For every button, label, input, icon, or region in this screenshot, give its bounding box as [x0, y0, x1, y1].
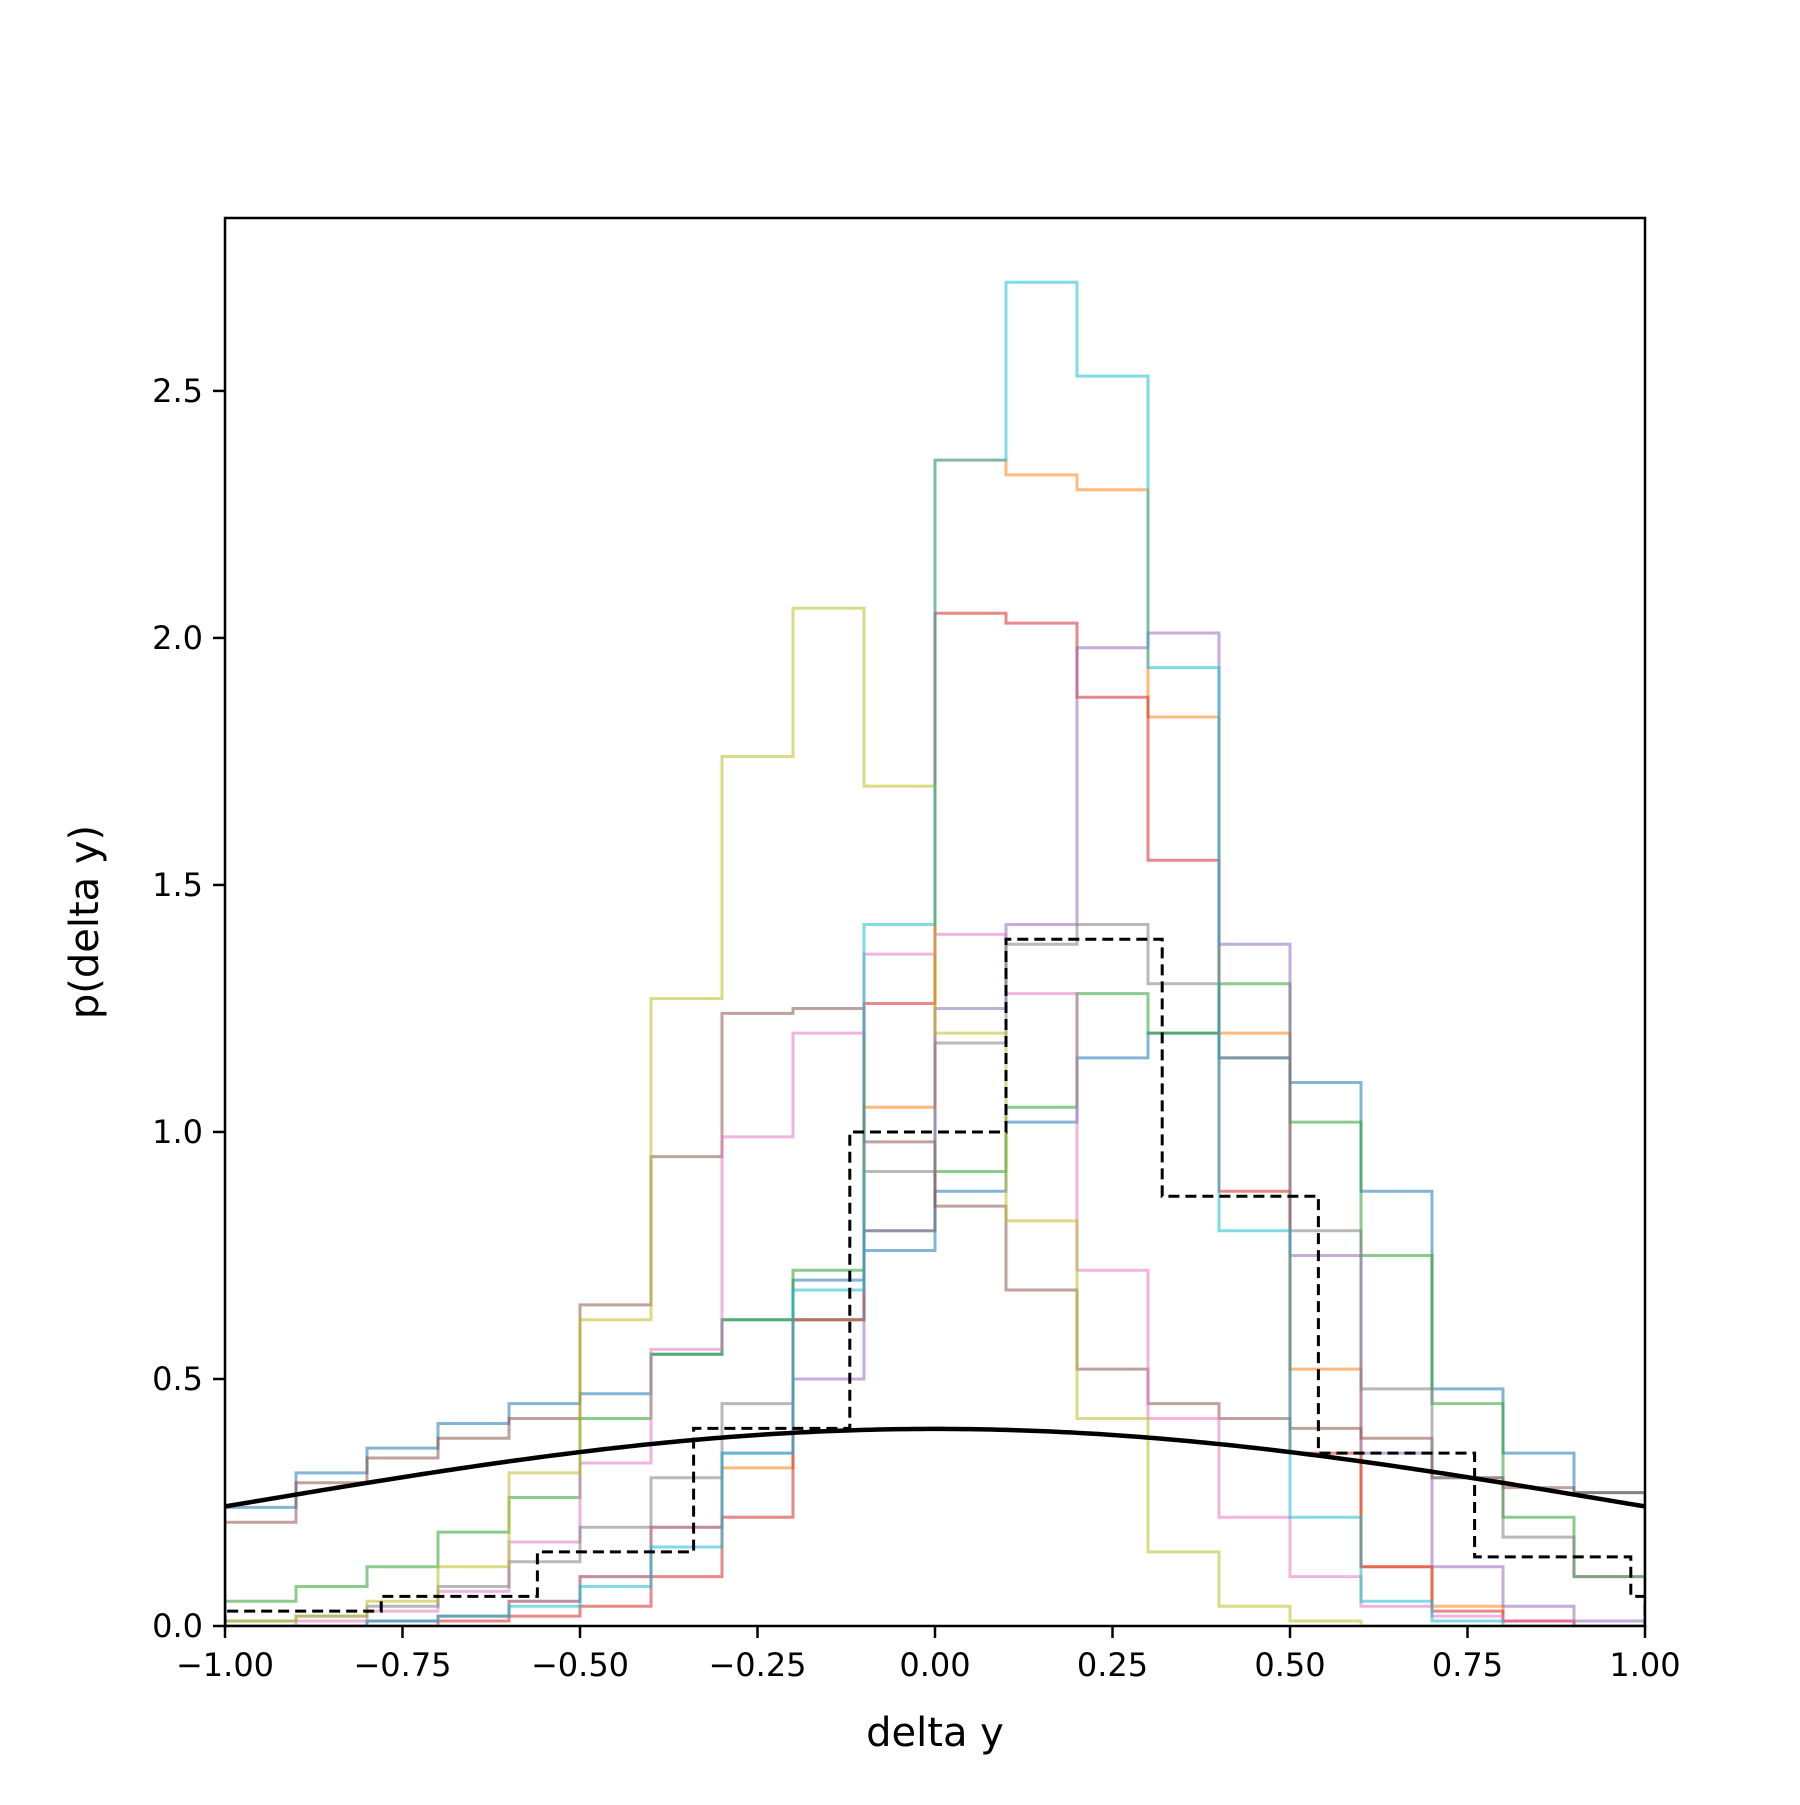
aggregate-histogram-layer	[225, 937, 1645, 1626]
x-tick-label: 0.25	[1077, 1646, 1148, 1684]
x-tick-label: 1.00	[1609, 1646, 1680, 1684]
x-tick-label: −0.75	[353, 1646, 451, 1684]
y-axis-ticks: 0.0 0.5 1.0 1.5 2.0 2.5	[152, 372, 225, 1645]
gaussian-curve-layer	[225, 1426, 1645, 1509]
histogram-series-10	[225, 280, 1645, 1626]
x-tick-label: 0.00	[899, 1646, 970, 1684]
x-axis-ticks: −1.00 −0.75 −0.50 −0.25 0.00 0.25 0.50 0.75 1.00	[176, 1626, 1681, 1684]
x-tick-label: −1.00	[176, 1646, 274, 1684]
x-tick-label: 0.75	[1432, 1646, 1503, 1684]
x-tick-label: −0.25	[708, 1646, 806, 1684]
histogram-series-4	[225, 611, 1645, 1626]
y-tick-label: 0.5	[152, 1360, 203, 1398]
histogram-layer	[225, 280, 1645, 1626]
x-tick-label: −0.50	[531, 1646, 629, 1684]
gaussian-curve	[225, 1426, 1645, 1509]
x-axis-label: delta y	[866, 1710, 1004, 1756]
y-tick-label: 1.0	[152, 1113, 203, 1151]
x-tick-label: 0.50	[1254, 1646, 1325, 1684]
y-tick-label: 0.0	[152, 1607, 203, 1645]
y-tick-label: 1.5	[152, 866, 203, 904]
aggregate-histogram	[225, 937, 1645, 1626]
y-tick-label: 2.5	[152, 372, 203, 410]
y-tick-label: 2.0	[152, 619, 203, 657]
y-axis-label: p(delta y)	[62, 825, 108, 1019]
